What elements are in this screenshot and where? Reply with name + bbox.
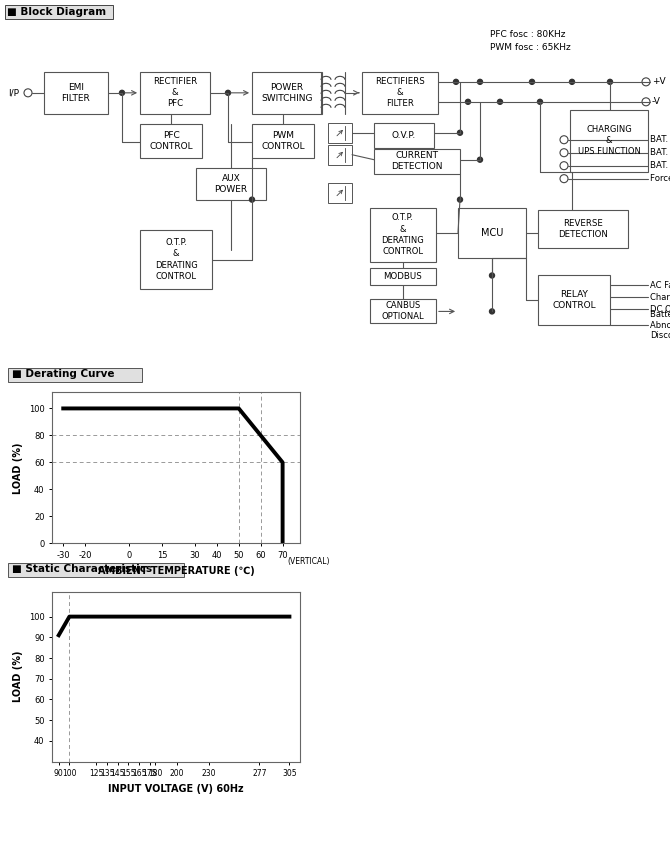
- Circle shape: [560, 175, 568, 183]
- Circle shape: [466, 99, 470, 104]
- Text: (VERTICAL): (VERTICAL): [287, 557, 330, 565]
- FancyBboxPatch shape: [196, 168, 266, 200]
- Text: MCU: MCU: [481, 228, 503, 238]
- Circle shape: [119, 90, 125, 95]
- FancyBboxPatch shape: [362, 72, 438, 114]
- Text: CANBUS
OPTIONAL: CANBUS OPTIONAL: [382, 301, 424, 322]
- FancyBboxPatch shape: [370, 208, 436, 261]
- FancyBboxPatch shape: [370, 300, 436, 323]
- FancyBboxPatch shape: [538, 275, 610, 325]
- Circle shape: [478, 157, 482, 162]
- Circle shape: [458, 197, 462, 202]
- Text: PFC fosc : 80KHz
PWM fosc : 65KHz: PFC fosc : 80KHz PWM fosc : 65KHz: [490, 30, 571, 52]
- FancyBboxPatch shape: [252, 124, 314, 158]
- Text: ■ Derating Curve: ■ Derating Curve: [12, 369, 115, 379]
- FancyBboxPatch shape: [374, 149, 460, 174]
- FancyBboxPatch shape: [538, 210, 628, 248]
- Circle shape: [498, 99, 502, 104]
- Y-axis label: LOAD (%): LOAD (%): [13, 442, 23, 493]
- X-axis label: INPUT VOLTAGE (V) 60Hz: INPUT VOLTAGE (V) 60Hz: [109, 784, 244, 794]
- Text: MODBUS: MODBUS: [384, 272, 422, 281]
- FancyBboxPatch shape: [252, 72, 322, 114]
- Text: PWM
CONTROL: PWM CONTROL: [261, 131, 305, 151]
- FancyBboxPatch shape: [458, 208, 526, 257]
- Text: REVERSE
DETECTION: REVERSE DETECTION: [558, 218, 608, 239]
- Text: RECTIFIER
&
PFC: RECTIFIER & PFC: [153, 77, 197, 109]
- Circle shape: [570, 79, 574, 84]
- Text: RECTIFIERS
&
FILTER: RECTIFIERS & FILTER: [375, 77, 425, 109]
- Circle shape: [537, 99, 543, 104]
- Circle shape: [249, 197, 255, 202]
- Text: Force start: Force start: [650, 174, 670, 183]
- Circle shape: [478, 79, 482, 84]
- Text: Charger Fail: Charger Fail: [650, 293, 670, 302]
- Text: I/P: I/P: [8, 88, 19, 98]
- Circle shape: [454, 79, 458, 84]
- Text: BAT. +: BAT. +: [650, 135, 670, 144]
- Text: RELAY
CONTROL: RELAY CONTROL: [552, 290, 596, 311]
- Text: ■ Static Characteristics: ■ Static Characteristics: [12, 565, 152, 574]
- Text: CHARGING
&
UPS FUNCTION: CHARGING & UPS FUNCTION: [578, 125, 641, 156]
- FancyBboxPatch shape: [328, 123, 352, 143]
- Circle shape: [608, 79, 612, 84]
- Text: AUX
POWER: AUX POWER: [214, 173, 247, 194]
- X-axis label: AMBIENT TEMPERATURE (℃): AMBIENT TEMPERATURE (℃): [98, 565, 255, 576]
- Text: POWER
SWITCHING: POWER SWITCHING: [261, 83, 313, 103]
- Text: ■ Block Diagram: ■ Block Diagram: [7, 7, 106, 17]
- FancyBboxPatch shape: [570, 110, 648, 171]
- Text: +V: +V: [652, 77, 665, 87]
- Circle shape: [458, 130, 462, 135]
- FancyBboxPatch shape: [140, 229, 212, 290]
- Circle shape: [490, 309, 494, 314]
- Text: BAT. -: BAT. -: [650, 149, 670, 157]
- Circle shape: [560, 136, 568, 143]
- FancyBboxPatch shape: [374, 123, 434, 148]
- Circle shape: [560, 161, 568, 170]
- Text: -V: -V: [652, 98, 661, 106]
- Text: Battery low /
Abnormal /
Disconnected: Battery low / Abnormal / Disconnected: [650, 311, 670, 340]
- FancyBboxPatch shape: [328, 144, 352, 165]
- Circle shape: [642, 98, 650, 106]
- Circle shape: [24, 89, 32, 97]
- Text: O.T.P.
&
DERATING
CONTROL: O.T.P. & DERATING CONTROL: [155, 239, 198, 281]
- Circle shape: [226, 90, 230, 95]
- Text: PFC
CONTROL: PFC CONTROL: [149, 131, 193, 151]
- FancyBboxPatch shape: [140, 72, 210, 114]
- Bar: [5, 5, 113, 19]
- Text: CURRENT
DETECTION: CURRENT DETECTION: [391, 151, 443, 171]
- Text: DC OK: DC OK: [650, 305, 670, 314]
- FancyBboxPatch shape: [328, 183, 352, 203]
- Text: EMI
FILTER: EMI FILTER: [62, 83, 90, 103]
- Text: O.T.P.
&
DERATING
CONTROL: O.T.P. & DERATING CONTROL: [382, 213, 424, 256]
- Circle shape: [490, 273, 494, 278]
- FancyBboxPatch shape: [370, 267, 436, 285]
- FancyBboxPatch shape: [44, 72, 108, 114]
- Y-axis label: LOAD (%): LOAD (%): [13, 651, 23, 702]
- Circle shape: [560, 149, 568, 157]
- Text: BAT. start: BAT. start: [650, 161, 670, 170]
- Circle shape: [529, 79, 535, 84]
- Circle shape: [642, 78, 650, 86]
- FancyBboxPatch shape: [140, 124, 202, 158]
- Text: AC Fail: AC Fail: [650, 281, 670, 290]
- Text: O.V.P.: O.V.P.: [392, 131, 416, 140]
